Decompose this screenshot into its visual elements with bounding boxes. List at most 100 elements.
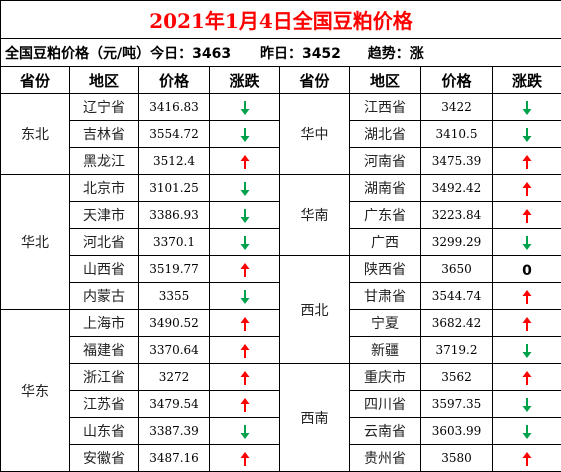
change-cell — [493, 229, 561, 256]
change-cell — [493, 94, 561, 121]
change-cell — [493, 418, 561, 445]
change-cell — [210, 310, 280, 337]
price-cell: 3603.99 — [421, 418, 493, 445]
arrow-down-icon — [238, 181, 252, 197]
header-price: 价格 — [139, 67, 210, 94]
price-cell: 3370.1 — [139, 229, 210, 256]
change-cell — [493, 364, 561, 391]
arrow-up-icon — [520, 289, 534, 305]
price-cell: 3719.2 — [421, 337, 493, 364]
price-cell: 3554.72 — [139, 121, 210, 148]
change-cell — [493, 445, 561, 472]
change-cell — [210, 256, 280, 283]
area-cell: 内蒙古 — [70, 283, 139, 310]
area-cell: 河南省 — [350, 148, 421, 175]
price-cell: 3490.52 — [139, 310, 210, 337]
price-cell: 3597.35 — [421, 391, 493, 418]
change-cell — [210, 418, 280, 445]
price-cell: 3387.39 — [139, 418, 210, 445]
arrow-down-icon — [520, 343, 534, 359]
area-cell: 辽宁省 — [70, 94, 139, 121]
arrow-down-icon — [238, 424, 252, 440]
region-cell: 西北 — [280, 256, 350, 364]
area-cell: 黑龙江 — [70, 148, 139, 175]
arrow-down-icon — [520, 397, 534, 413]
arrow-up-icon — [238, 316, 252, 332]
area-cell: 河北省 — [70, 229, 139, 256]
arrow-up-icon — [520, 316, 534, 332]
price-cell: 3487.16 — [139, 445, 210, 472]
price-cell: 3562 — [421, 364, 493, 391]
price-cell: 3479.54 — [139, 391, 210, 418]
page-title: 2021年1月4日全国豆粕价格 — [1, 1, 561, 39]
arrow-down-icon — [520, 235, 534, 251]
region-cell: 华东 — [1, 310, 70, 472]
change-cell — [210, 391, 280, 418]
header-price: 价格 — [421, 67, 493, 94]
area-cell: 福建省 — [70, 337, 139, 364]
change-cell — [210, 94, 280, 121]
arrow-up-icon — [520, 154, 534, 170]
area-cell: 新疆 — [350, 337, 421, 364]
change-cell — [210, 229, 280, 256]
arrow-down-icon — [238, 208, 252, 224]
header-row: 省份 地区 价格 涨跌 省份 地区 价格 涨跌 — [1, 67, 561, 94]
change-cell — [493, 310, 561, 337]
area-cell: 广西 — [350, 229, 421, 256]
change-cell — [210, 337, 280, 364]
area-cell: 江苏省 — [70, 391, 139, 418]
price-cell: 3355 — [139, 283, 210, 310]
price-cell: 3370.64 — [139, 337, 210, 364]
area-cell: 浙江省 — [70, 364, 139, 391]
area-cell: 重庆市 — [350, 364, 421, 391]
arrow-up-icon — [520, 181, 534, 197]
change-cell — [493, 121, 561, 148]
header-area: 地区 — [70, 67, 139, 94]
change-value: 0 — [522, 263, 532, 279]
price-cell: 3422 — [421, 94, 493, 121]
price-cell: 3386.93 — [139, 202, 210, 229]
change-cell — [493, 148, 561, 175]
region-cell: 华中 — [280, 94, 350, 175]
arrow-up-icon — [520, 370, 534, 386]
arrow-up-icon — [238, 154, 252, 170]
yesterday-price: 昨日：3452 — [260, 43, 341, 63]
price-cell: 3416.83 — [139, 94, 210, 121]
arrow-down-icon — [520, 100, 534, 116]
header-province: 省份 — [280, 67, 350, 94]
change-cell — [210, 364, 280, 391]
arrow-down-icon — [520, 424, 534, 440]
area-cell: 山东省 — [70, 418, 139, 445]
change-cell — [493, 283, 561, 310]
area-cell: 云南省 — [350, 418, 421, 445]
price-cell: 3682.42 — [421, 310, 493, 337]
area-cell: 吉林省 — [70, 121, 139, 148]
price-cell: 3223.84 — [421, 202, 493, 229]
change-cell — [493, 175, 561, 202]
change-cell: 0 — [493, 256, 561, 283]
change-cell — [210, 148, 280, 175]
area-cell: 湖北省 — [350, 121, 421, 148]
change-cell — [493, 337, 561, 364]
region-cell: 华北 — [1, 175, 70, 310]
price-cell: 3299.29 — [421, 229, 493, 256]
price-cell: 3101.25 — [139, 175, 210, 202]
change-cell — [493, 391, 561, 418]
arrow-down-icon — [238, 235, 252, 251]
price-cell: 3650 — [421, 256, 493, 283]
area-cell: 北京市 — [70, 175, 139, 202]
change-cell — [210, 202, 280, 229]
area-cell: 安徽省 — [70, 445, 139, 472]
arrow-up-icon — [238, 343, 252, 359]
arrow-up-icon — [520, 208, 534, 224]
arrow-down-icon — [520, 127, 534, 143]
price-cell: 3519.77 — [139, 256, 210, 283]
change-cell — [493, 202, 561, 229]
trend-summary: 趋势：涨 — [368, 43, 424, 63]
header-area: 地区 — [350, 67, 421, 94]
